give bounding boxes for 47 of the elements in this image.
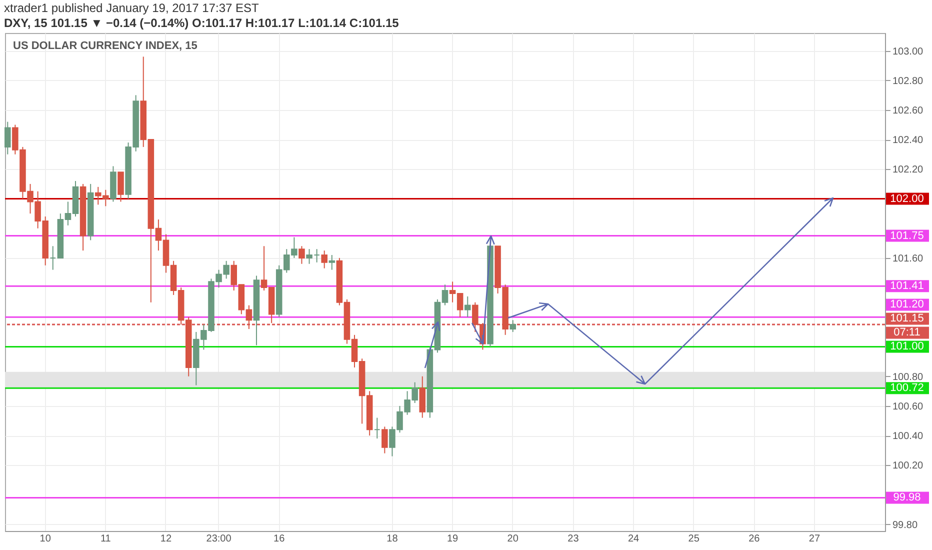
y-tick-label: 100.60 <box>892 401 924 412</box>
ref-line-label: 102.00 <box>890 192 924 205</box>
x-tick-label: 19 <box>446 534 459 544</box>
y-tick-label: 102.80 <box>892 76 924 87</box>
x-tick-label: 10 <box>40 534 52 544</box>
candlestick <box>510 320 516 332</box>
x-tick-label: 24 <box>628 534 640 544</box>
y-tick-label: 100.40 <box>892 431 924 442</box>
ref-line-label: 100.72 <box>890 382 924 394</box>
candlestick <box>298 246 305 264</box>
chart-subtitle: DXY, 15 101.15 ▼ −0.14 (−0.14%) O:101.17 H:101.17 L:101.14 C:101.15 <box>4 16 399 31</box>
y-tick-label: 102.40 <box>892 135 924 146</box>
ref-line-label: 101.15 <box>890 312 924 325</box>
y-tick-label: 100.20 <box>892 460 924 472</box>
candlestick <box>50 246 56 270</box>
candlestick <box>419 376 426 418</box>
x-tick-label: 23:00 <box>206 534 232 544</box>
y-tick-label: 103.00 <box>892 46 924 58</box>
text: xtrader1 published January 19, 2017 17:37 EST <box>4 1 260 16</box>
x-tick-label: 20 <box>507 534 519 544</box>
x-tick-label: 12 <box>160 534 172 544</box>
ref-line-label: 101.00 <box>890 340 924 353</box>
candlestick <box>382 426 388 454</box>
x-tick-label: 27 <box>808 534 820 544</box>
x-tick-label: 11 <box>100 534 112 544</box>
candlestick <box>4 121 11 155</box>
x-tick-label: 23 <box>568 534 580 544</box>
x-tick-label: 18 <box>386 534 398 544</box>
ref-line-label: 99.98 <box>893 492 921 504</box>
y-tick-label: 102.20 <box>892 164 924 176</box>
candlestick <box>374 417 380 440</box>
ref-line-label: 101.41 <box>890 280 924 292</box>
x-tick-label: 25 <box>688 534 700 544</box>
candlestick <box>118 172 124 202</box>
x-tick-label: 16 <box>274 534 286 544</box>
y-tick-label: 100.80 <box>892 372 924 383</box>
candlestick <box>464 296 471 318</box>
text: US DOLLAR CURRENCY INDEX, 15 <box>13 40 198 52</box>
candlestick <box>328 254 336 270</box>
text: 07:11 <box>894 326 920 339</box>
y-tick-label: 102.60 <box>892 105 924 116</box>
candlestick <box>321 250 328 269</box>
ref-line-label: 101.75 <box>890 230 924 242</box>
y-tick-label: 99.80 <box>892 520 918 531</box>
x-tick-label: 26 <box>748 534 760 544</box>
y-tick-label: 101.60 <box>892 253 924 264</box>
legend-label: 101.20 <box>890 298 924 311</box>
